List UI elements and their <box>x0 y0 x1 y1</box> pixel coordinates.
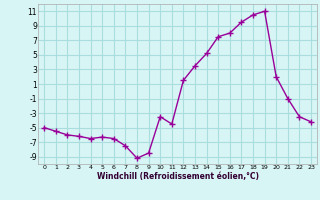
X-axis label: Windchill (Refroidissement éolien,°C): Windchill (Refroidissement éolien,°C) <box>97 172 259 181</box>
